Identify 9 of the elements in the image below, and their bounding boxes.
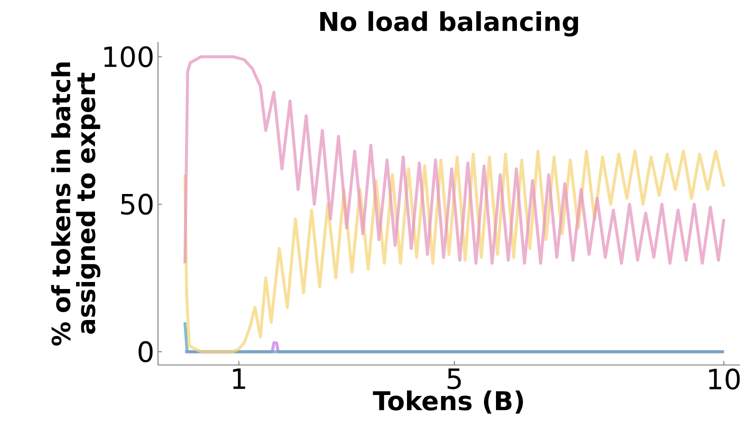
x-tick-label: 5 (448, 368, 461, 390)
chart-title: No load balancing (320, 11, 578, 36)
y-tick-label: 0 (138, 341, 153, 362)
x-axis-title: Tokens (B) (372, 390, 523, 414)
x-tick-label: 10 (709, 368, 740, 390)
y-tick-label: 50 (121, 194, 153, 215)
y-tick-label: 100 (104, 46, 153, 68)
x-tick-label: 1 (233, 368, 246, 389)
y-axis-title: % of tokens in batch assigned to expert (51, 62, 100, 346)
